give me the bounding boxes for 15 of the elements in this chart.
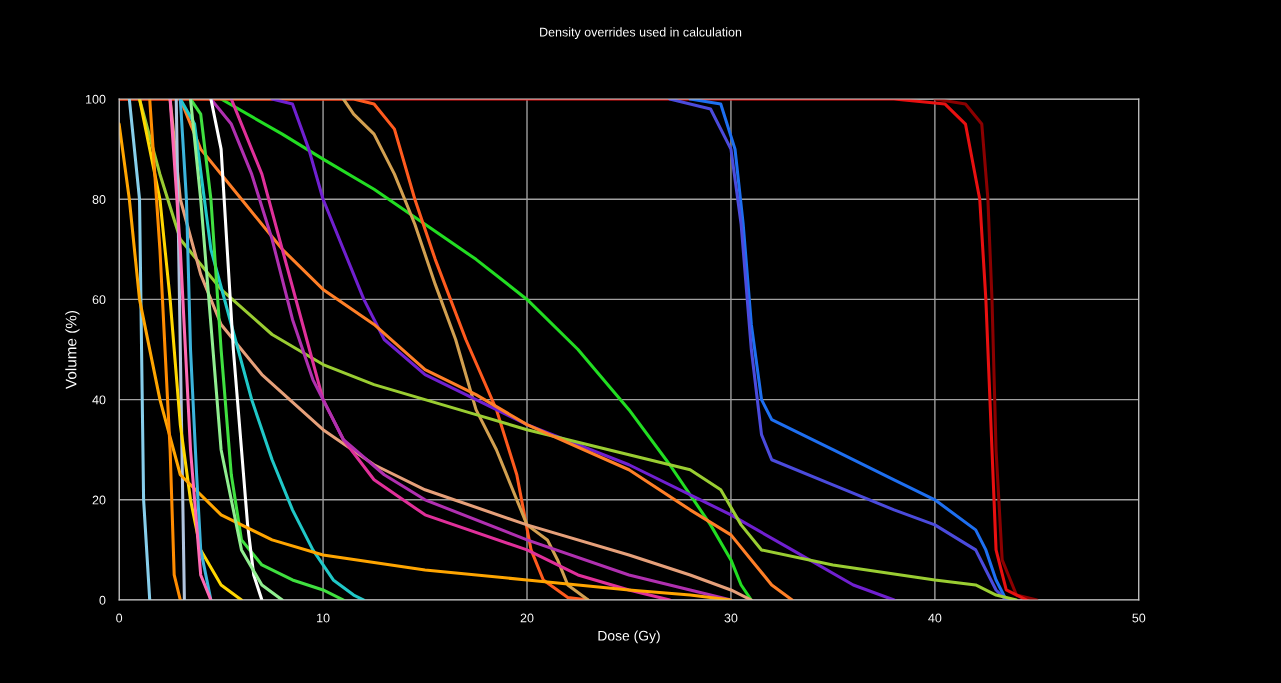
x-tick-label: 10: [317, 613, 330, 623]
y-tick-label: 40: [92, 395, 106, 405]
x-tick-label: 0: [116, 613, 123, 623]
y-tick-label: 0: [99, 595, 106, 605]
x-tick-label: 30: [724, 613, 738, 623]
x-axis-title: Dose (Gy): [598, 630, 660, 644]
chart-title: Density overrides used in calculation: [540, 27, 742, 39]
x-tick-label: 20: [520, 613, 534, 623]
y-tick-label: 20: [92, 495, 106, 505]
y-tick-label: 100: [86, 94, 106, 104]
x-tick-label: 40: [928, 613, 942, 623]
y-tick-label: 80: [92, 195, 106, 204]
x-tick-label: 50: [1132, 613, 1146, 623]
y-axis-title: Volume (%): [65, 310, 80, 389]
y-tick-label: 60: [92, 295, 106, 305]
